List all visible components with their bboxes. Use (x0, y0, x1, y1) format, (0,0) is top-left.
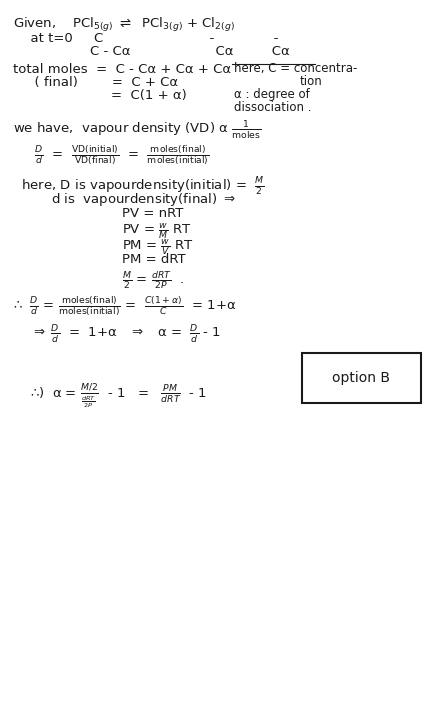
Text: PM = dRT: PM = dRT (122, 253, 185, 266)
Text: option B: option B (332, 371, 390, 385)
Text: dissociation .: dissociation . (234, 101, 312, 114)
Text: ( final)        =  C + Cα: ( final) = C + Cα (26, 76, 178, 89)
Text: ∴  $\frac{D}{d}$ = $\frac{\mathrm{moles(final)}}{\mathrm{moles(initial)}}$ =  $\: ∴ $\frac{D}{d}$ = $\frac{\mathrm{moles(f… (13, 295, 236, 320)
Text: here, D is vapourdensity(initial) =  $\frac{M}{2}$: here, D is vapourdensity(initial) = $\fr… (13, 176, 265, 198)
Text: PV = $\frac{w}{M}$ RT: PV = $\frac{w}{M}$ RT (122, 222, 191, 241)
Text: C - Cα                    Cα         Cα: C - Cα Cα Cα (22, 45, 289, 58)
Text: Given,    PCl$_{5(g)}$ $\rightleftharpoons$  PCl$_{3(g)}$ + Cl$_{2(g)}$: Given, PCl$_{5(g)}$ $\rightleftharpoons$… (13, 16, 235, 34)
Text: ∴)  α = $\frac{M/2}{\frac{dRT}{2P}}$  - 1   =   $\frac{PM}{dRT}$  - 1: ∴) α = $\frac{M/2}{\frac{dRT}{2P}}$ - 1 … (30, 382, 207, 411)
Text: tion: tion (299, 75, 322, 88)
Text: d is  vapourdensity(final) $\Rightarrow$: d is vapourdensity(final) $\Rightarrow$ (26, 191, 236, 208)
Text: $\Rightarrow$ $\frac{D}{d}$  =  1+α   $\Rightarrow$   α =  $\frac{D}{d}$ - 1: $\Rightarrow$ $\frac{D}{d}$ = 1+α $\Righ… (22, 323, 221, 346)
Text: at t=0     C                         -              -: at t=0 C - - (22, 32, 278, 45)
Text: PV = nRT: PV = nRT (122, 207, 183, 220)
Text: here, C = concentra-: here, C = concentra- (234, 62, 358, 75)
Text: $\frac{D}{d}$  =  $\frac{\mathrm{VD (initial)}}{\mathrm{VD (final)}}$  =  $\frac: $\frac{D}{d}$ = $\frac{\mathrm{VD (initi… (26, 144, 210, 168)
Text: we have,  vapour density (VD) α $\frac{1}{\mathrm{moles}}$: we have, vapour density (VD) α $\frac{1}… (13, 118, 261, 141)
Text: =  C(1 + α): = C(1 + α) (26, 89, 187, 102)
Text: PM = $\frac{w}{V}$ RT: PM = $\frac{w}{V}$ RT (122, 238, 193, 257)
FancyBboxPatch shape (302, 353, 421, 403)
Text: α : degree of: α : degree of (234, 88, 310, 101)
Text: total moles  =  C - Cα + Cα + Cα: total moles = C - Cα + Cα + Cα (13, 63, 231, 76)
Text: $\frac{M}{2}$ = $\frac{dRT}{2P}$  .: $\frac{M}{2}$ = $\frac{dRT}{2P}$ . (122, 269, 184, 291)
